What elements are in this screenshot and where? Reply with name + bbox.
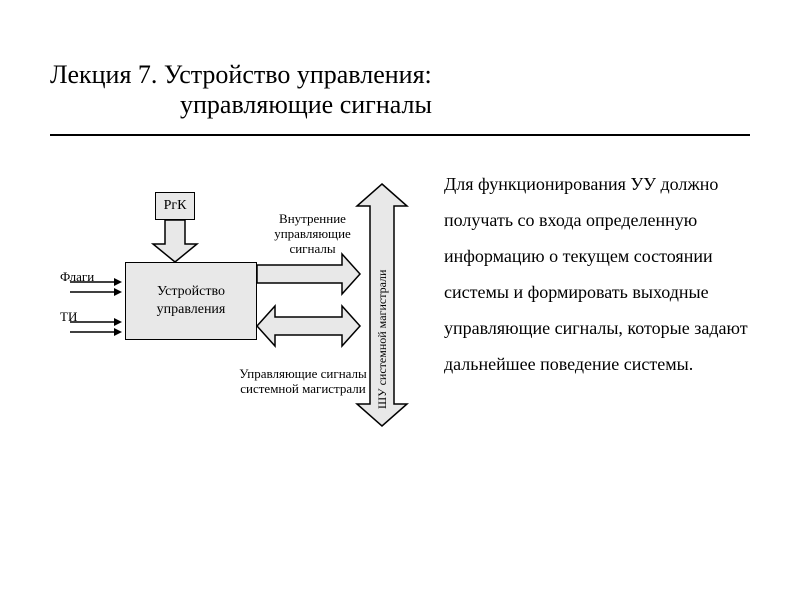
title-block: Лекция 7. Устройство управления: управля…	[50, 60, 750, 120]
diagram: РгК Устройствоуправления Флаги ТИ Внутре…	[50, 164, 420, 474]
bus-vertical-label: ШУ системной магистрали	[376, 259, 388, 409]
title-line-1: Лекция 7. Устройство управления:	[50, 60, 750, 90]
bus-signals-label: Управляющие сигналы системной магистрали	[238, 367, 368, 397]
body-text: Для функционирования УУ должно получать …	[444, 164, 750, 474]
rgk-box: РгК	[155, 192, 195, 220]
uu-label: Устройствоуправления	[157, 283, 226, 319]
title-divider	[50, 134, 750, 136]
flags-label: Флаги	[60, 270, 115, 285]
uu-box: Устройствоуправления	[125, 262, 257, 340]
ti-label: ТИ	[60, 310, 90, 325]
rgk-label: РгК	[164, 198, 187, 214]
title-line-2: управляющие сигналы	[180, 90, 750, 120]
content-row: РгК Устройствоуправления Флаги ТИ Внутре…	[50, 164, 750, 474]
internal-signals-label: Внутренние управляющие сигналы	[265, 212, 360, 257]
